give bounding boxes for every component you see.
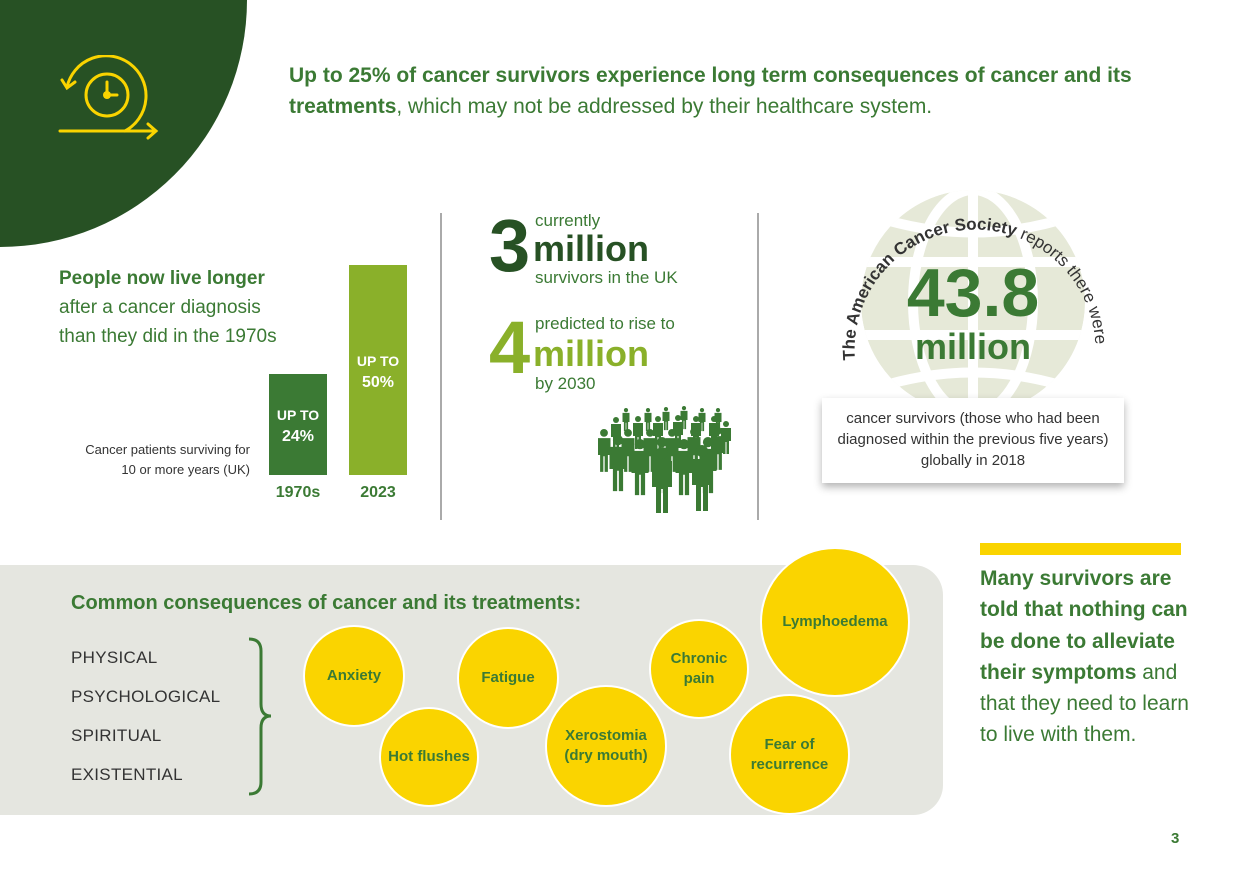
corner-decoration: [0, 0, 247, 247]
bar-1970s: UP TO 24%: [269, 374, 327, 475]
page-number: 3: [1171, 830, 1180, 847]
bar-caption: Cancer patients surviving for 10 or more …: [40, 440, 250, 480]
headline: Up to 25% of cancer survivors experience…: [289, 60, 1189, 122]
bubble-anxiety: Anxiety: [303, 625, 405, 727]
live-longer-text: People now live longer after a cancer di…: [59, 264, 277, 351]
uk-future-million: million: [533, 333, 649, 374]
bar-label: UP TO: [276, 407, 320, 423]
category: SPIRITUAL: [71, 726, 162, 745]
person-icon: [692, 445, 712, 511]
person-icon: [609, 435, 627, 492]
accent-bar: [980, 543, 1181, 555]
bar-2023: UP TO 50%: [349, 265, 407, 475]
uk-future-post: by 2030: [535, 374, 596, 393]
category: PSYCHOLOGICAL: [71, 687, 221, 706]
person-icon: [675, 439, 693, 496]
bar-pct: 24%: [281, 428, 315, 445]
year-label: 1970s: [275, 484, 321, 501]
headline-rest: , which may not be addressed by their he…: [396, 95, 933, 118]
bubble-lymphoedema: Lymphoedema: [760, 547, 910, 697]
person-icon: [611, 417, 621, 450]
clock-cycle-arrow-icon: [58, 55, 159, 140]
person-icon: [598, 429, 611, 472]
person-icon: [631, 439, 649, 496]
uk-future-pre: predicted to rise to: [535, 314, 675, 333]
many-bold: Many survivors are told that nothing can…: [980, 567, 1188, 684]
live-longer-line3: than they did in the 1970s: [59, 326, 277, 347]
crowd-people-icon: [598, 406, 731, 513]
bubble-fear-of-recurrence: Fear of recurrence: [729, 694, 850, 815]
bubble-xerostomia: Xerostomia (dry mouth): [545, 685, 667, 807]
global-number: 43.8: [906, 255, 1040, 331]
brace-icon: [248, 637, 272, 796]
live-longer-bold: People now live longer: [59, 268, 265, 289]
category: PHYSICAL: [71, 648, 158, 667]
person-icon: [622, 408, 630, 432]
bubble-chronic-pain: Chronic pain: [649, 619, 749, 719]
bubble-fatigue: Fatigue: [457, 627, 559, 729]
globe-icon: The American Cancer Society reports ther…: [839, 190, 1110, 400]
bar-pct: 50%: [361, 374, 395, 391]
caption-line1: Cancer patients surviving for: [85, 442, 250, 457]
uk-now-number: 3: [489, 204, 531, 287]
divider: [440, 213, 442, 520]
uk-future-number: 4: [489, 306, 531, 389]
divider: [757, 213, 759, 520]
bubble-hot-flushes: Hot flushes: [379, 707, 479, 807]
category: EXISTENTIAL: [71, 765, 183, 784]
many-rest: and that they need to learn to live with…: [980, 660, 1189, 747]
live-longer-line2: after a cancer diagnosis: [59, 297, 261, 318]
uk-now-post: survivors in the UK: [535, 268, 678, 287]
global-caption-box: cancer survivors (those who had been dia…: [822, 398, 1124, 483]
year-label: 2023: [360, 484, 396, 501]
caption-line2: 10 or more years (UK): [121, 462, 250, 477]
uk-now-million: million: [533, 228, 649, 269]
headline-bold: Up to 25% of cancer survivors experience…: [289, 64, 1132, 118]
many-survivors-text: Many survivors are told that nothing can…: [980, 563, 1195, 751]
person-icon: [644, 408, 652, 432]
bar-label: UP TO: [356, 353, 400, 369]
uk-now-pre: currently: [535, 211, 601, 230]
global-unit: million: [915, 326, 1031, 367]
person-icon: [662, 407, 670, 431]
consequences-title: Common consequences of cancer and its tr…: [71, 592, 582, 614]
person-icon: [652, 447, 672, 513]
